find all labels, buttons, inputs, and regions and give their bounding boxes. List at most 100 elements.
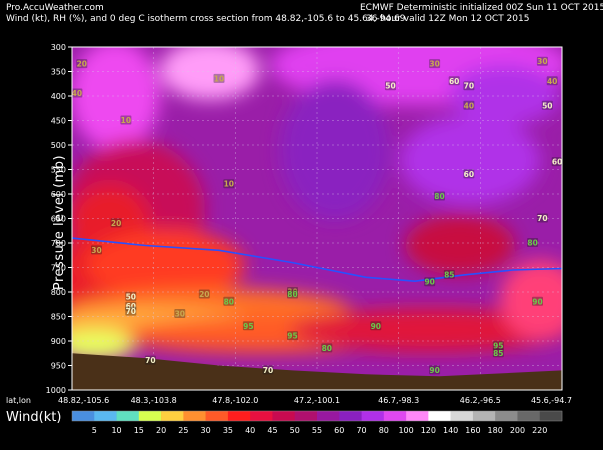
chart-subtitle: Wind (kt), RH (%), and 0 deg C isotherm …: [6, 14, 406, 24]
colorbar-swatch: [94, 411, 117, 421]
rh-label-bg: [125, 301, 137, 311]
rh-label-bg: [429, 59, 441, 69]
rh-label-bg: [448, 76, 460, 86]
colorbar-swatch: [227, 411, 251, 421]
rh-label-bg: [120, 115, 132, 125]
rh-contour-label: 85: [444, 270, 454, 279]
valid-time: 36 hour valid 12Z Mon 12 OCT 2015: [366, 14, 530, 24]
site-title: Pro.AccuWeather.com: [6, 3, 104, 13]
colorbar-swatch: [116, 411, 140, 421]
rh-contour-label: 95: [287, 332, 297, 341]
rh-contour-label: 90: [429, 366, 439, 375]
colorbar-tick-label: 70: [356, 426, 366, 435]
rh-label-bg: [492, 340, 504, 350]
rh-label-bg: [541, 100, 553, 110]
rh-label-bg: [424, 277, 436, 287]
rh-contour-label: 10: [214, 74, 224, 83]
colorbar-tick-label: 10: [111, 426, 121, 435]
y-tick-label: 550: [51, 166, 66, 175]
rh-label-bg: [125, 306, 137, 316]
rh-label-bg: [443, 269, 455, 279]
colorbar-tick-label: 60: [334, 426, 344, 435]
terrain-fill: [72, 353, 562, 390]
rh-contour-label: 70: [263, 366, 273, 375]
rh-label-bg: [262, 365, 274, 375]
rh-contour-label: 20: [199, 290, 209, 299]
rh-contour-label: 80: [322, 344, 332, 353]
rh-contour-label: 20: [111, 219, 121, 228]
rh-contour-label: 30: [175, 310, 185, 319]
rh-contour-label: 60: [464, 170, 474, 179]
colorbar-tick-label: 80: [379, 426, 389, 435]
colorbar-swatch: [161, 411, 184, 421]
rh-label-bg: [429, 365, 441, 375]
colorbar-swatch: [495, 411, 518, 421]
rh-contour-label: 40: [464, 101, 474, 110]
rh-label-bg: [76, 59, 88, 69]
colorbar-tick-label: 160: [465, 426, 480, 435]
colorbar-frame: [71, 410, 563, 422]
colorbar-swatch: [205, 411, 229, 421]
rh-contour-label: 60: [449, 77, 459, 86]
colorbar-tick-label: 35: [223, 426, 233, 435]
colorbar-label: Wind(kt): [6, 410, 61, 425]
rh-label-bg: [463, 169, 475, 179]
rh-label-bg: [223, 179, 235, 189]
colorbar-swatch: [339, 411, 362, 421]
rh-contour-label: 70: [537, 214, 547, 223]
rh-label-bg: [536, 56, 548, 66]
rh-contour-label: 20: [77, 60, 87, 69]
terrain-layer: [72, 353, 562, 390]
rh-label-bg: [174, 309, 186, 319]
colorbar-swatch: [294, 411, 318, 421]
colorbar-tick-label: 180: [488, 426, 503, 435]
rh-contour-label: 80: [434, 192, 444, 201]
rh-contour-label: 95: [243, 322, 253, 331]
colorbar-tick-label: 220: [532, 426, 547, 435]
model-run: ECMWF Deterministic initialized 00Z Sun …: [360, 3, 603, 13]
rh-contour-label: 30: [537, 57, 547, 66]
rh-label-bg: [287, 289, 298, 299]
x-tick-label: 45.6,-94.7: [531, 396, 572, 405]
rh-label-bg: [434, 191, 445, 201]
rh-label-bg: [71, 88, 83, 98]
rh-label-bg: [287, 331, 298, 341]
rh-label-bg: [213, 73, 225, 83]
wind-speed-field: [72, 47, 562, 390]
y-tick-label: 500: [51, 141, 66, 150]
colorbar-tick-label: 15: [134, 426, 144, 435]
colorbar-tick-label: 40: [245, 426, 255, 435]
rh-contour-label: 80: [224, 297, 234, 306]
zero-degree-isotherm-line: [72, 237, 562, 283]
y-tick-label: 350: [51, 68, 66, 77]
rh-contour-label: 30: [429, 60, 439, 69]
rh-label-bg: [492, 348, 504, 358]
colorbar-tick-label: 45: [267, 426, 277, 435]
colorbar-swatch: [361, 411, 385, 421]
colorbar-tick-label: 120: [421, 426, 436, 435]
rh-label-bg: [110, 218, 122, 228]
y-tick-label: 400: [51, 92, 66, 101]
rh-contour-label: 80: [527, 239, 537, 248]
rh-label-bg: [242, 321, 254, 331]
colorbar-tick-label: 200: [510, 426, 525, 435]
rh-label-bg: [321, 343, 333, 353]
rh-contour-label: 60: [552, 158, 562, 167]
wind-colorbar: [71, 410, 563, 422]
x-tick-label: 47.8,-102.0: [212, 396, 258, 405]
rh-contour-label: 70: [145, 356, 155, 365]
rh-contour-label: 50: [126, 292, 136, 301]
x-tick-label: 48.82,-105.6: [58, 396, 109, 405]
rh-contour-label: 70: [126, 307, 136, 316]
rh-label-bg: [125, 291, 137, 301]
rh-label-bg: [287, 287, 298, 296]
y-tick-label: 850: [51, 313, 66, 322]
colorbar-tick-label: 5: [92, 426, 97, 435]
x-tick-label: 47.2,-100.1: [294, 396, 340, 405]
colorbar-swatch: [383, 411, 407, 421]
colorbar-ticks: 5 10 15 20 25 30 35 40 45 50 55 60 70 80 100 120 140 160 1…: [92, 426, 548, 435]
y-tick-label: 950: [51, 362, 66, 371]
y-tick-label: 1000: [46, 386, 66, 395]
x-tick-label: 46.7,-98.3: [378, 396, 419, 405]
colorbar-swatch: [472, 411, 496, 421]
